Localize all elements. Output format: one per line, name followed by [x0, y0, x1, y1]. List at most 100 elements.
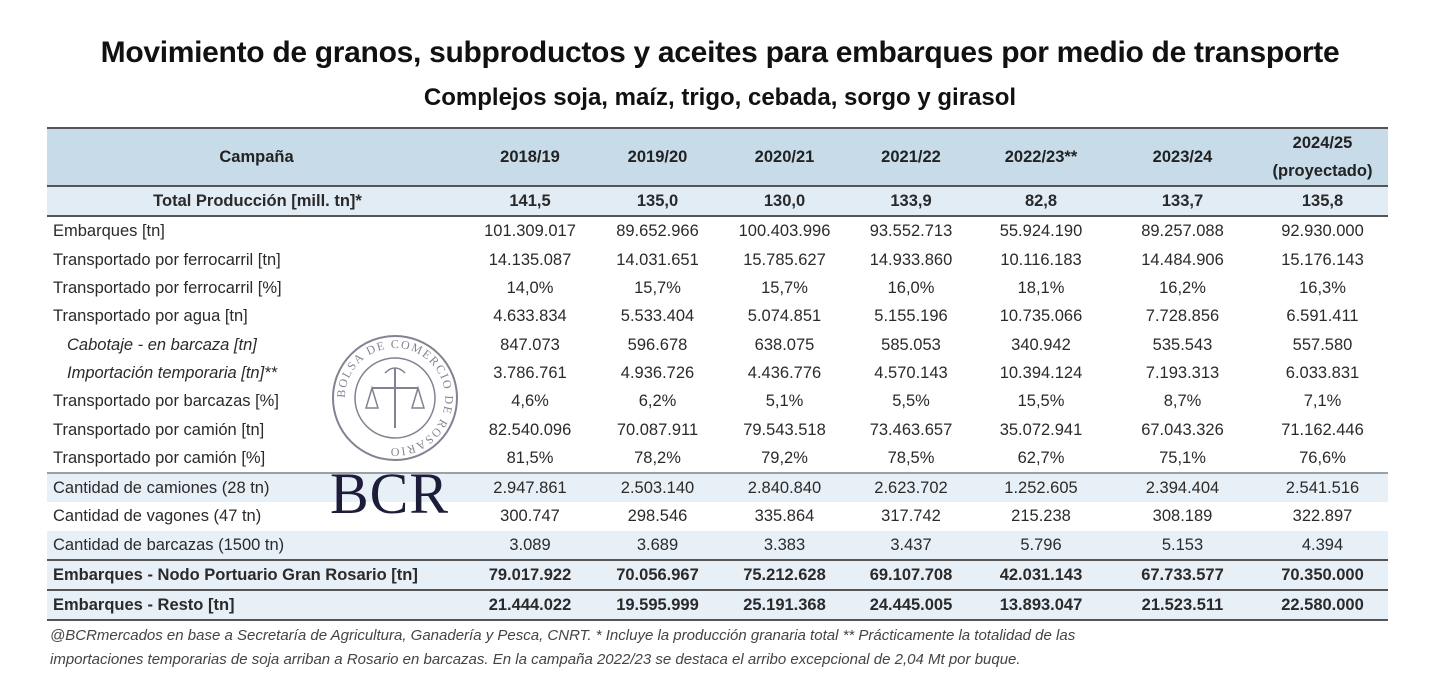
table-cell: 21.523.511 [1108, 589, 1257, 622]
table-cell: 8,7% [1163, 392, 1202, 411]
table-cell: 298.546 [627, 507, 688, 526]
header-campana: Campaña [47, 127, 466, 186]
table-cell: 7.193.313 [1145, 363, 1220, 382]
table-cell: 133,9 [848, 184, 974, 218]
table-cell: 67.733.577 [1108, 558, 1257, 591]
row-label: Transportado por barcazas [%] [53, 392, 279, 411]
table-row: Transportado por ferrocarril [%] 14,0% 15,… [47, 274, 1388, 302]
table-cell: 585.053 [881, 335, 941, 354]
table-cell: 24.445.005 [848, 589, 974, 622]
table-cell: 3.689 [594, 530, 721, 560]
table-cell: 100.403.996 [738, 222, 831, 241]
row-label: Embarques [tn] [53, 222, 165, 241]
table-cell: 6,2% [638, 392, 677, 411]
row-label: Embarques - Nodo Portuario Gran Rosario … [47, 558, 466, 591]
table-cell: 78,2% [594, 443, 721, 474]
table-cell: 70.350.000 [1257, 558, 1388, 591]
table-cell: 79,2% [721, 443, 848, 474]
row-label: Transportado por camión [tn] [53, 420, 265, 439]
table-cell: 133,7 [1108, 184, 1257, 218]
table-cell: 5.074.851 [747, 307, 822, 326]
header-year: 2022/23** [974, 127, 1108, 186]
row-label: Transportado por ferrocarril [%] [53, 279, 282, 298]
row-label: Transportado por ferrocarril [tn] [53, 250, 281, 269]
row-label: Importación temporaria [tn]** [67, 363, 278, 382]
table-cell: 308.189 [1152, 507, 1213, 526]
table-cell: 2.623.702 [848, 472, 974, 503]
table-cell: 16,3% [1299, 279, 1346, 298]
table-cell: 4.436.776 [747, 363, 822, 382]
table-cell: 89.257.088 [1141, 222, 1224, 241]
table-cell: 79.017.922 [466, 558, 594, 591]
table-cell: 2.541.516 [1257, 472, 1388, 503]
row-label: Cantidad de camiones (28 tn) [47, 472, 466, 503]
page-subtitle: Complejos soja, maíz, trigo, cebada, sor… [423, 84, 1017, 111]
table-cell: 15.785.627 [743, 250, 826, 269]
table-cell: 101.309.017 [484, 222, 576, 241]
header-year: 2018/19 [466, 127, 594, 186]
table-cell: 89.652.966 [616, 222, 699, 241]
table-cell: 300.747 [500, 507, 560, 526]
table-row: Cabotaje - en barcaza [tn] 847.073 596.678… [47, 330, 1388, 358]
table-cell: 10.394.124 [999, 363, 1083, 382]
table-cell: 322.897 [1292, 507, 1353, 526]
table-cell: 14.135.087 [488, 250, 572, 269]
table-cell: 14.484.906 [1141, 250, 1224, 269]
table-cell: 5.533.404 [620, 307, 695, 326]
header-year: 2019/20 [594, 127, 721, 186]
table-cell: 7.728.856 [1145, 307, 1220, 326]
table-cell: 18,1% [1017, 279, 1065, 298]
table-cell: 69.107.708 [848, 558, 974, 591]
table-cell: 3.437 [848, 530, 974, 560]
table-cell: 3.089 [466, 530, 594, 560]
table-cell: 5,5% [892, 392, 930, 411]
table-cell: 6.591.411 [1286, 307, 1359, 326]
table-cell: 215.238 [1011, 507, 1071, 526]
row-label: Cabotaje - en barcaza [tn] [67, 335, 257, 354]
table-row: Embarques - Resto [tn] 21.444.022 19.595.9… [47, 589, 1388, 622]
table-cell: 78,5% [848, 443, 974, 474]
footnote: @BCRmercados en base a Secretaría de Agr… [50, 624, 1390, 672]
table-row: Transportado por camión [tn] 82.540.096 70… [47, 415, 1388, 443]
table-cell: 92.930.000 [1281, 222, 1364, 241]
table-cell: 15,7% [761, 279, 808, 298]
table-cell: 71.162.446 [1281, 420, 1364, 439]
table-row: Cantidad de barcazas (1500 tn) 3.089 3.689… [47, 530, 1388, 560]
table-cell: 847.073 [500, 335, 560, 354]
table-cell: 2.947.861 [466, 472, 594, 503]
table-cell: 19.595.999 [594, 589, 721, 622]
header-year-label: 2024/25 [1292, 134, 1353, 152]
table-cell: 135,0 [594, 184, 721, 218]
table-cell: 596.678 [627, 335, 688, 354]
table-cell: 82,8 [974, 184, 1108, 218]
table-cell: 93.552.713 [869, 222, 953, 241]
row-label: Embarques - Resto [tn] [47, 589, 466, 622]
table-cell: 4.570.143 [874, 363, 948, 382]
page-title: Movimiento de granos, subproductos y ace… [100, 36, 1340, 69]
table-cell: 70.056.967 [594, 558, 721, 591]
table-row: Transportado por agua [tn] 4.633.834 5.533… [47, 302, 1388, 330]
row-label: Transportado por agua [tn] [53, 307, 248, 326]
table-cell: 2.394.404 [1108, 472, 1257, 503]
table-cell: 42.031.143 [974, 558, 1108, 591]
data-table: Campaña 2018/19 2019/20 2020/21 2021/22 … [47, 127, 1388, 622]
table-cell: 13.893.047 [974, 589, 1108, 622]
table-cell: 7,1% [1303, 392, 1342, 411]
table-cell: 10.735.066 [999, 307, 1083, 326]
table-cell: 81,5% [466, 443, 594, 474]
table-cell: 3.786.761 [493, 363, 567, 382]
table-cell: 4,6% [511, 392, 549, 411]
table-cell: 10.116.183 [1000, 250, 1082, 269]
header-year: 2023/24 [1108, 127, 1257, 186]
table-cell: 82.540.096 [488, 420, 572, 439]
table-cell: 317.742 [881, 507, 941, 526]
table-row: Cantidad de camiones (28 tn) 2.947.861 2.5… [47, 472, 1388, 503]
table-cell: 335.864 [754, 507, 815, 526]
table-cell: 2.840.840 [721, 472, 848, 503]
table-cell: 5.796 [974, 530, 1108, 560]
table-row: Transportado por ferrocarril [tn] 14.135.… [47, 246, 1388, 274]
table-cell: 638.075 [754, 335, 815, 354]
table-cell: 4.633.834 [493, 307, 567, 326]
table-cell: 2.503.140 [594, 472, 721, 503]
table-cell: 21.444.022 [466, 589, 594, 622]
